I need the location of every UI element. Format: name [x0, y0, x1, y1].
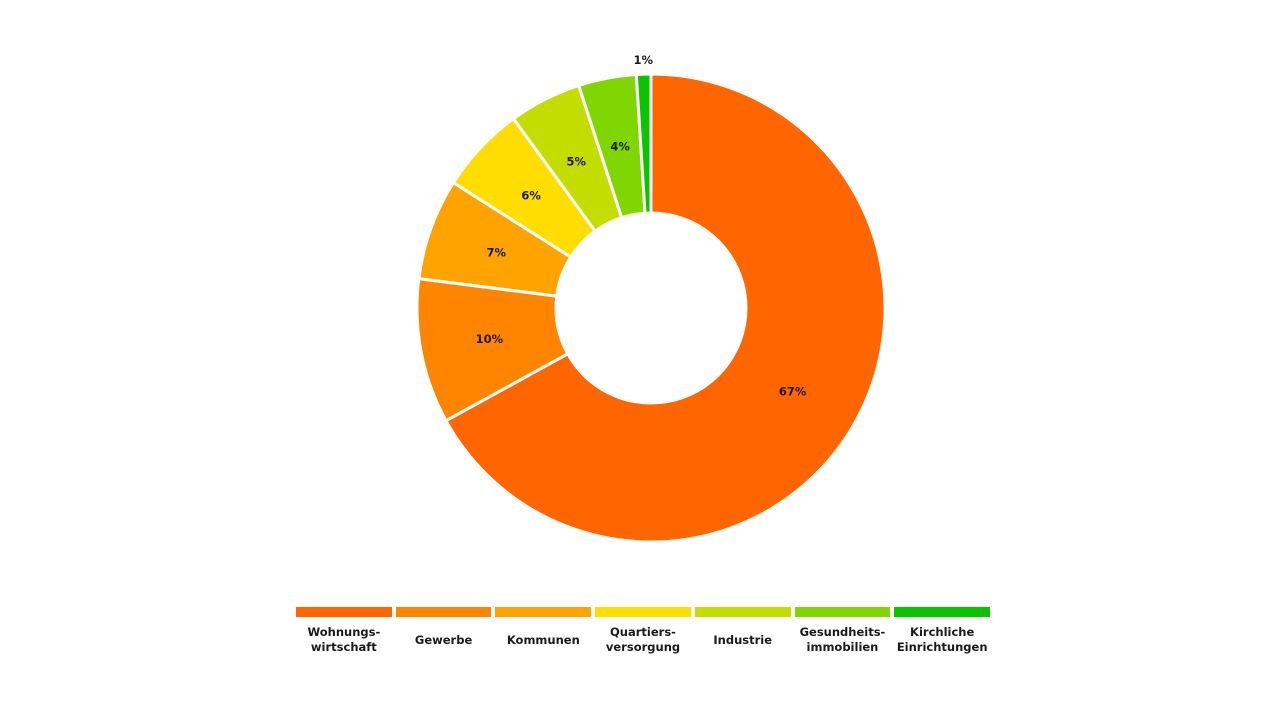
legend-item: Wohnungs- wirtschaft: [296, 607, 392, 656]
legend-swatch: [595, 607, 691, 617]
legend-label: Kommunen: [506, 632, 580, 647]
legend: Wohnungs- wirtschaft Gewerbe Kommunen Quart…: [296, 607, 991, 656]
legend-swatch: [894, 607, 991, 617]
donut-chart: 67% 10% 7% 6% 5% 4% 1%: [415, 53, 887, 544]
slice-value-label: 6%: [521, 188, 541, 202]
slice-value-label: 5%: [567, 154, 587, 168]
legend-item: Industrie: [694, 607, 791, 656]
legend-label: Quartiers- versorgung: [605, 625, 681, 654]
legend-swatch: [794, 607, 891, 617]
legend-label: Gewerbe: [414, 632, 473, 647]
legend-item: Gesundheits- immobilien: [794, 607, 891, 656]
legend-label: Kirchliche Einrichtungen: [896, 625, 988, 654]
slice-value-label: 67%: [779, 385, 807, 399]
legend-label: Gesundheits- immobilien: [799, 625, 886, 654]
slice-value-label: 10%: [476, 332, 504, 346]
slice-value-label: 7%: [486, 245, 506, 259]
legend-swatch: [296, 607, 392, 617]
legend-label: Wohnungs- wirtschaft: [307, 625, 381, 654]
legend-item: Kirchliche Einrichtungen: [894, 607, 991, 656]
legend-swatch: [495, 607, 592, 617]
slice-value-label: 4%: [610, 139, 630, 153]
legend-item: Quartiers- versorgung: [595, 607, 691, 656]
slice-wohnungs-wirtschaft: [444, 72, 887, 544]
legend-label: Industrie: [713, 632, 773, 647]
legend-item: Kommunen: [495, 607, 592, 656]
legend-swatch: [694, 607, 791, 617]
labels-group: 67% 10% 7% 6% 5% 4% 1%: [476, 53, 807, 399]
slices-group: [415, 72, 887, 544]
slice-kirchliche-einrichtungen: [634, 72, 653, 215]
legend-swatch: [395, 607, 492, 617]
legend-item: Gewerbe: [395, 607, 492, 656]
slice-value-label: 1%: [633, 53, 653, 67]
